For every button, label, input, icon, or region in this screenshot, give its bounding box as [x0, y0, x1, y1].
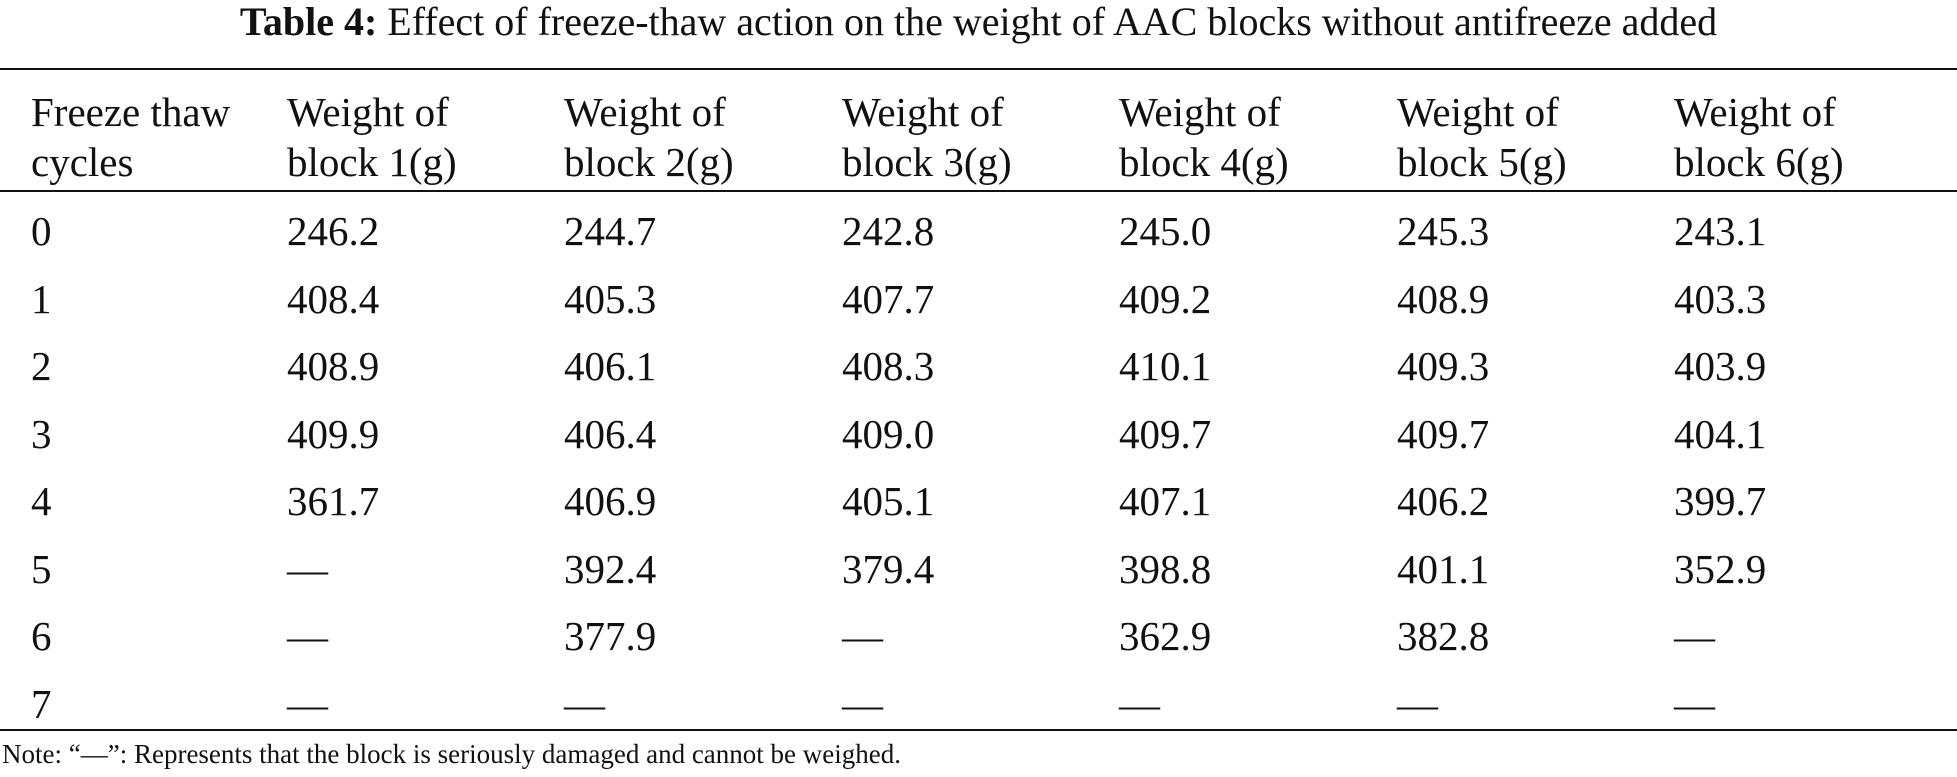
caption-text: Effect of freeze-thaw action on the weig…	[387, 0, 1718, 44]
header-cell: Weight of block 4(g)	[1119, 89, 1289, 185]
table-note: Note: “—”: Represents that the block is …	[2, 739, 901, 769]
table-cell: 406.1	[564, 343, 657, 389]
table-cell: 352.9	[1674, 545, 1767, 592]
table-caption: Table 4: Effect of freeze-thaw action on …	[0, 0, 1957, 44]
table-cell: 405.1	[842, 478, 935, 524]
table-cell: 404.1	[1674, 410, 1767, 457]
table-cell: —	[564, 680, 605, 727]
table-cell: 409.3	[1397, 343, 1490, 389]
bottom-rule	[0, 729, 1957, 731]
table-cell: 243.1	[1674, 208, 1767, 254]
header-rule	[0, 190, 1957, 192]
header-cell: Weight of block 1(g)	[287, 89, 457, 185]
table-cell: 406.2	[1397, 478, 1490, 524]
table-cell: 406.4	[564, 410, 657, 457]
table-cell: 403.3	[1674, 275, 1767, 322]
table-cell: 379.4	[842, 545, 935, 592]
table-cell: 408.3	[842, 343, 935, 389]
table-cell: 406.9	[564, 478, 657, 524]
table-cell: 409.7	[1397, 410, 1490, 457]
table-cell: 0	[31, 208, 52, 254]
table-cell: 409.0	[842, 410, 935, 457]
table-cell: 407.7	[842, 275, 935, 322]
table-cell: —	[1674, 680, 1715, 727]
table-cell: —	[287, 680, 328, 727]
table-cell: —	[287, 545, 328, 592]
table-cell: 407.1	[1119, 478, 1212, 524]
table-cell: —	[842, 680, 883, 727]
top-rule	[0, 68, 1957, 70]
table-cell: 246.2	[287, 208, 380, 254]
table-cell: —	[842, 613, 883, 659]
table-cell: 401.1	[1397, 545, 1490, 592]
table-cell: 242.8	[842, 208, 935, 254]
header-cell: Weight of block 2(g)	[564, 89, 734, 185]
table-cell: 405.3	[564, 275, 657, 322]
header-cell: Weight of block 6(g)	[1674, 89, 1844, 185]
table-cell: 4	[31, 478, 52, 524]
table-cell: 245.3	[1397, 208, 1490, 254]
table-cell: —	[1674, 613, 1715, 659]
table-cell: 410.1	[1119, 343, 1212, 389]
header-cell: Weight of block 3(g)	[842, 89, 1012, 185]
table-cell: 408.9	[287, 343, 380, 389]
table-cell: 244.7	[564, 208, 657, 254]
table-cell: 392.4	[564, 545, 657, 592]
table-cell: 409.9	[287, 410, 380, 457]
table-cell: 377.9	[564, 613, 657, 659]
table-cell: 403.9	[1674, 343, 1767, 389]
table-cell: —	[1397, 680, 1438, 727]
table-cell: 409.7	[1119, 410, 1212, 457]
table-cell: 362.9	[1119, 613, 1212, 659]
table-cell: 361.7	[287, 478, 380, 524]
table-cell: —	[1119, 680, 1160, 727]
table-cell: 409.2	[1119, 275, 1212, 322]
table-cell: 382.8	[1397, 613, 1490, 659]
table-cell: —	[287, 613, 328, 659]
table-cell: 408.9	[1397, 275, 1490, 322]
header-cell: Freeze thaw cycles	[31, 89, 231, 185]
table-cell: 408.4	[287, 275, 380, 322]
caption-label: Table 4:	[239, 0, 378, 44]
table-cell: 398.8	[1119, 545, 1212, 592]
table-cell: 399.7	[1674, 478, 1767, 524]
table-cell: 3	[31, 410, 52, 457]
table-cell: 6	[31, 613, 52, 659]
table-cell: 5	[31, 545, 52, 592]
table-cell: 1	[31, 275, 52, 322]
table-cell: 2	[31, 343, 52, 389]
table-cell: 245.0	[1119, 208, 1212, 254]
table-cell: 7	[31, 680, 52, 727]
header-cell: Weight of block 5(g)	[1397, 89, 1567, 185]
